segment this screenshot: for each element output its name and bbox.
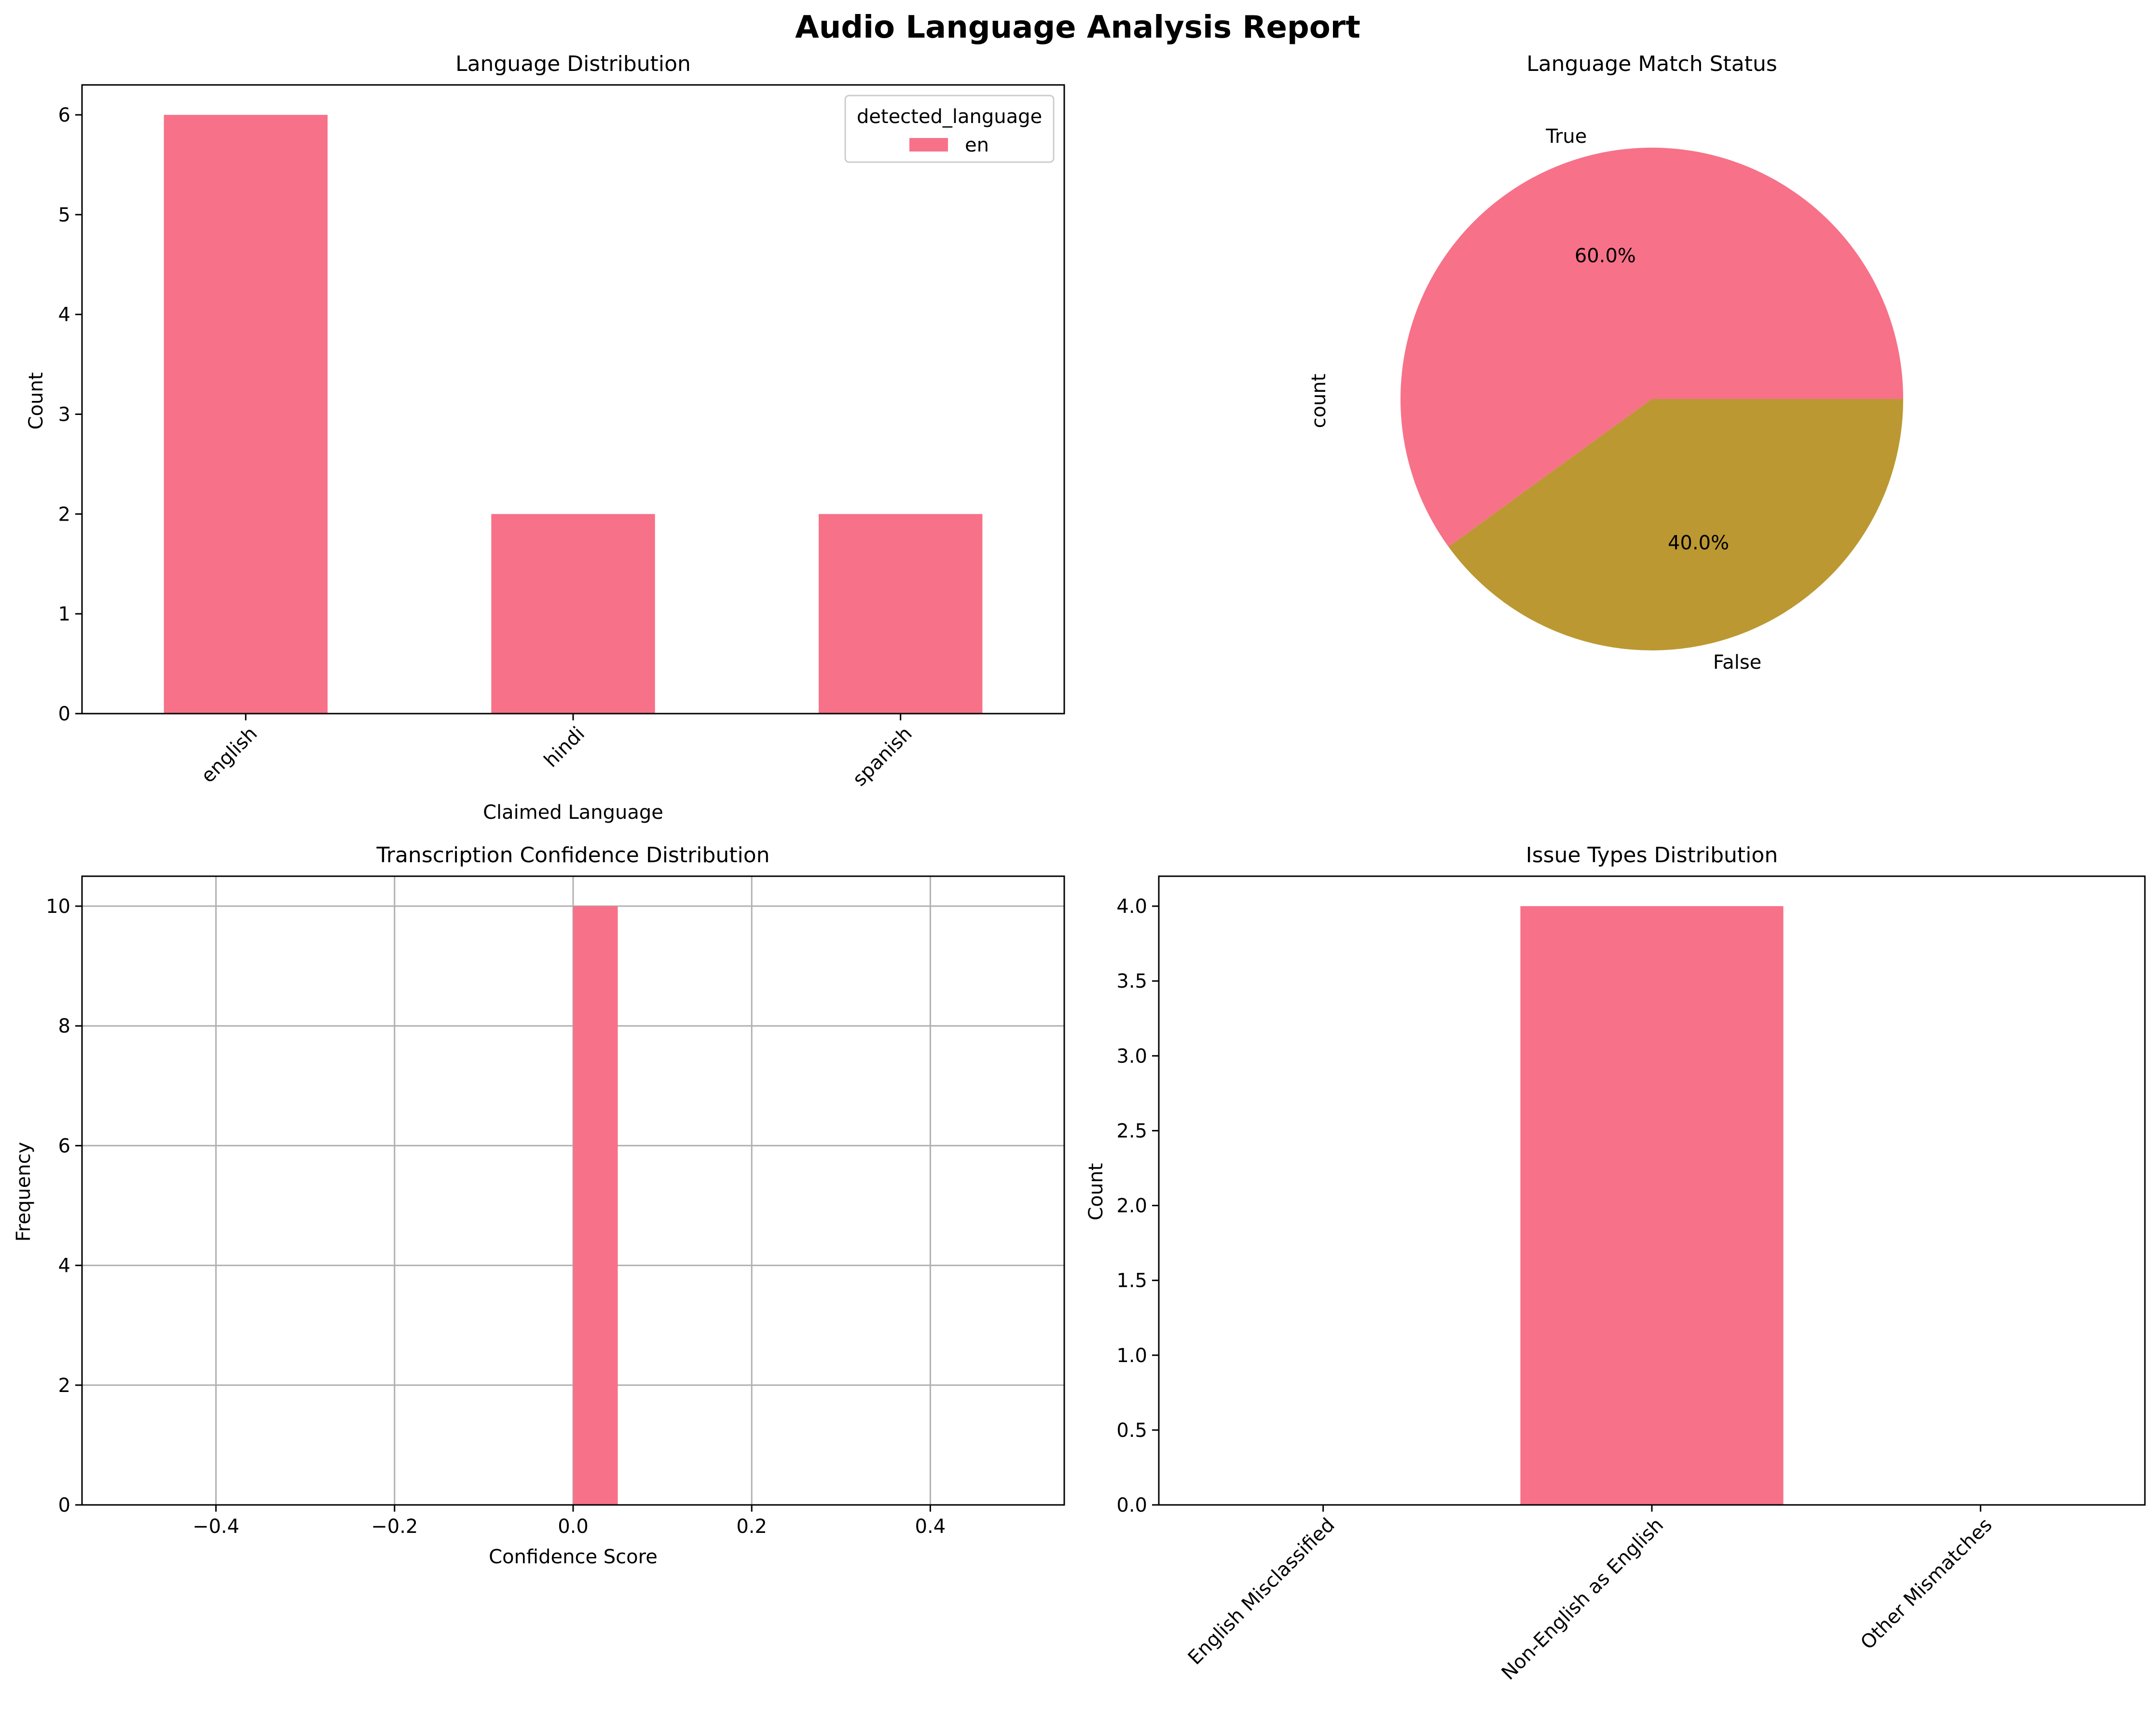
y-tick-label: 1.5 (1116, 1270, 1147, 1292)
figure-title: Audio Language Analysis Report (795, 10, 1360, 45)
bar-english (164, 115, 328, 714)
y-tick-label: 1.0 (1116, 1345, 1147, 1367)
y-tick-label: 0 (58, 703, 70, 725)
y-tick-label: 4 (58, 304, 70, 326)
legend-box (844, 95, 1055, 163)
x-axis-label: Claimed Language (483, 801, 663, 824)
x-tick-label: 0.4 (915, 1516, 946, 1538)
axes-frame (1158, 875, 2146, 1506)
y-tick-label: 4 (58, 1255, 70, 1277)
x-tick-label: 0.2 (736, 1516, 767, 1538)
y-axis-label: Count (1085, 1163, 1107, 1221)
pie-label: True (1545, 125, 1587, 148)
legend-title: detected_language (857, 106, 1042, 128)
legend-swatch (909, 138, 948, 152)
chart-title: Language Distribution (455, 52, 691, 76)
y-axis-label: Frequency (13, 1142, 35, 1242)
x-tick-label: 0.0 (558, 1516, 589, 1538)
bar-spanish (819, 514, 983, 714)
histogram-bar (573, 906, 618, 1505)
y-tick-label: 3.5 (1116, 970, 1147, 992)
y-tick-label: 2 (58, 1375, 70, 1397)
x-tick-label: −0.2 (371, 1516, 418, 1538)
pie-label: False (1713, 651, 1761, 674)
y-tick-label: 2.0 (1116, 1195, 1147, 1217)
y-tick-label: 2.5 (1116, 1120, 1147, 1142)
chart-title: Issue Types Distribution (1526, 843, 1778, 868)
bar-non-english-as-english (1520, 906, 1784, 1505)
y-axis-label: count (1308, 374, 1330, 428)
pie-slice-true (1400, 147, 1903, 547)
x-axis-label: Confidence Score (489, 1546, 658, 1568)
y-tick-label: 0.0 (1116, 1494, 1147, 1516)
y-axis-label: Count (25, 372, 47, 430)
y-tick-label: 6 (58, 1135, 70, 1157)
y-tick-label: 5 (58, 204, 70, 226)
y-tick-label: 2 (58, 503, 70, 525)
legend: detected_language en (844, 95, 1055, 163)
chart-title: Language Match Status (1526, 52, 1777, 76)
chart-title: Transcription Confidence Distribution (376, 843, 769, 868)
pie-percent-label: 40.0% (1668, 532, 1729, 554)
confidence-histogram: Transcription Confidence Distribution Co… (13, 843, 1065, 1568)
y-tick-label: 4.0 (1116, 896, 1147, 918)
y-tick-label: 10 (46, 896, 70, 918)
y-tick-label: 3.0 (1116, 1045, 1147, 1067)
axes-frame (81, 875, 1065, 1506)
y-tick-label: 1 (58, 603, 70, 625)
y-tick-label: 8 (58, 1015, 70, 1037)
y-tick-label: 0 (58, 1494, 70, 1516)
y-tick-label: 6 (58, 104, 70, 126)
pie-percent-label: 60.0% (1575, 245, 1636, 267)
legend-entry: en (965, 134, 989, 156)
y-tick-label: 3 (58, 404, 70, 426)
axes-frame (81, 84, 1065, 715)
language-distribution-chart: Language Distribution Claimed Language C… (25, 52, 1065, 824)
bar-hindi (491, 514, 655, 714)
language-match-status-chart: Language Match Status count True 60.0% Fal… (1308, 52, 1903, 674)
x-tick-label: −0.4 (192, 1516, 239, 1538)
y-tick-label: 0.5 (1116, 1420, 1147, 1442)
pie-slice-false (1448, 399, 1903, 650)
